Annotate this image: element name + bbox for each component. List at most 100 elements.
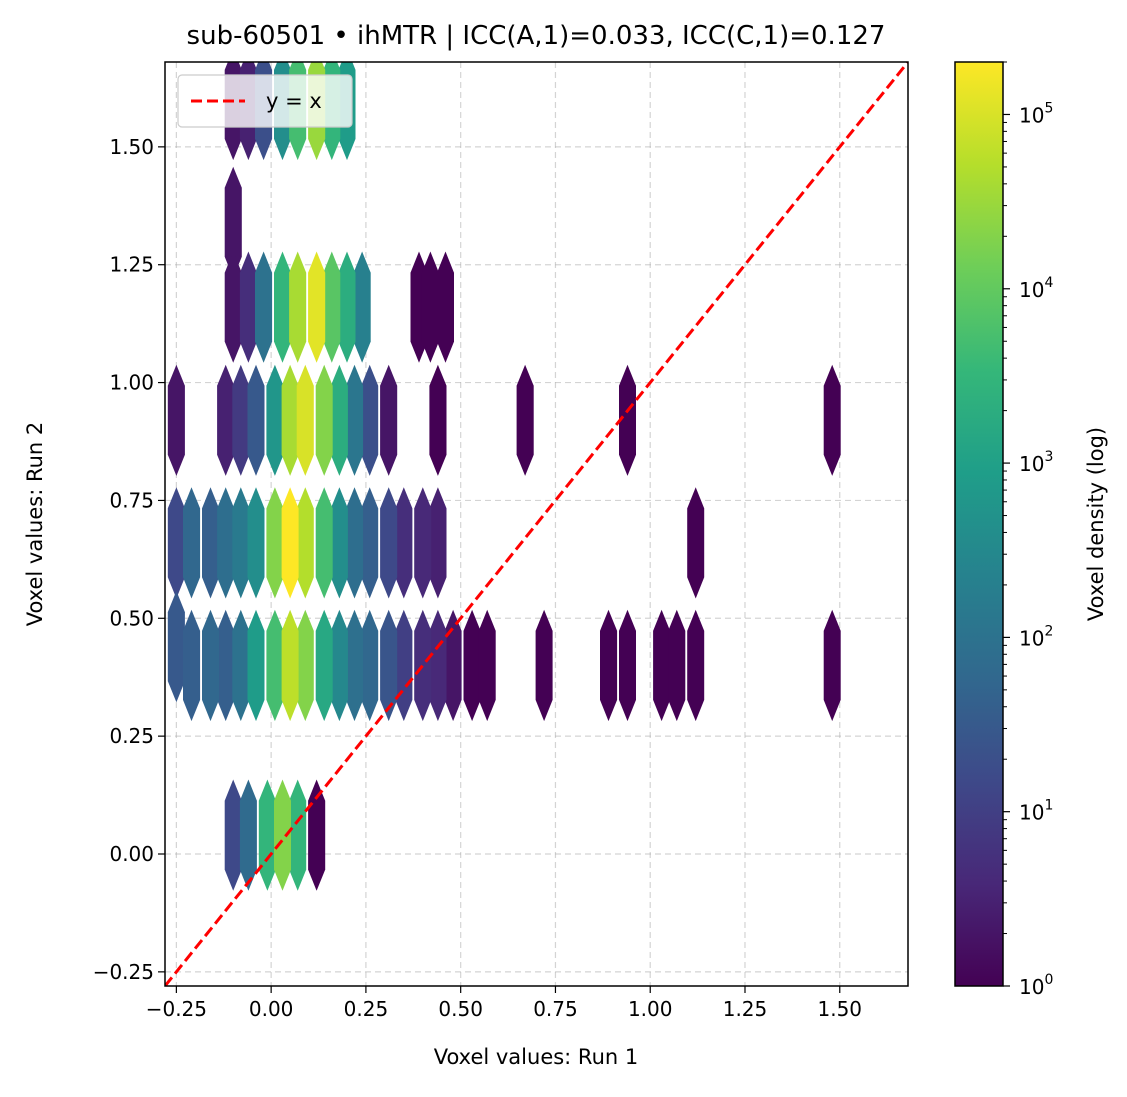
- legend-box: [177, 74, 353, 128]
- hexbin-cell: [429, 609, 447, 722]
- hexbin-cell: [266, 364, 284, 476]
- hexbin-cell: [437, 251, 454, 363]
- hexbin-cell: [217, 487, 235, 599]
- x-tick-label: 0.75: [533, 997, 578, 1021]
- hexbin-cell: [266, 609, 284, 722]
- hexbin-cell: [167, 364, 185, 476]
- x-axis-ticks: −0.25 0.00 0.25 0.50 0.75 1.00 1.25 1.50: [146, 986, 862, 1021]
- colorbar-tick-label: 100: [1019, 972, 1053, 999]
- hexbin-cell: [308, 779, 326, 891]
- hexbin-cell: [315, 487, 333, 599]
- colorbar-tick-label: 102: [1019, 623, 1053, 650]
- y-axis-ticks: −0.25 0.00 0.25 0.50 0.75 1.00 1.25 1.50: [93, 135, 165, 984]
- colorbar-tick-label: 105: [1019, 100, 1053, 127]
- hexbin-cell: [224, 166, 242, 278]
- hexbin-cell: [167, 590, 185, 703]
- x-tick-label: 0.00: [249, 997, 294, 1021]
- y-tick-label: 0.00: [109, 842, 154, 866]
- hexbin-cell: [202, 487, 219, 599]
- hexbin-cell: [687, 487, 705, 599]
- colorbar-label: Voxel density (log): [1084, 427, 1108, 621]
- hexbin-cell: [478, 609, 496, 722]
- hexbin-cell: [395, 609, 413, 722]
- hexbin-cell: [380, 487, 398, 599]
- hexbin-cell: [346, 609, 364, 722]
- hexbin-cell: [239, 779, 257, 891]
- x-tick-label: 0.25: [344, 997, 389, 1021]
- y-tick-label: 1.00: [109, 371, 154, 395]
- hexbin-cell: [289, 251, 307, 363]
- colorbar: 100 101 102 103 104 105 Voxel density (log): [954, 61, 1108, 999]
- hexbin-cell: [323, 251, 341, 363]
- hexbin-cell: [823, 609, 841, 722]
- hexbin-cell: [167, 487, 185, 599]
- hexbin-cell: [619, 364, 636, 476]
- x-tick-label: 0.50: [438, 997, 483, 1021]
- hexbin-cell: [266, 487, 284, 599]
- colorbar-tick-label: 103: [1019, 449, 1053, 476]
- x-axis-label: Voxel values: Run 1: [434, 1045, 639, 1069]
- hexbin-cell: [346, 487, 364, 599]
- hexbin-cell: [183, 609, 201, 722]
- reference-line-layer: [165, 62, 908, 986]
- hexbin-cell: [346, 364, 364, 476]
- hexbin-cell: [315, 364, 333, 476]
- hexbin-cell: [232, 609, 250, 722]
- hexbin-cell: [202, 609, 219, 722]
- hexbin-cell: [361, 364, 379, 476]
- y-tick-label: 0.25: [109, 724, 154, 748]
- hexbin-cell: [296, 487, 314, 599]
- legend: y = x: [177, 74, 353, 128]
- hexbin-cell: [600, 609, 618, 722]
- hexbin-cell: [330, 487, 348, 599]
- hexbin-cell: [395, 487, 413, 599]
- hexbin-cell: [653, 609, 671, 722]
- hexbin-cell: [247, 364, 265, 476]
- hexbin-cell: [247, 487, 265, 599]
- hexbin-cell: [274, 251, 291, 363]
- hexbin-cell: [232, 364, 250, 476]
- hexbin-cell: [258, 779, 276, 891]
- y-tick-label: −0.25: [93, 960, 154, 984]
- hexbin-cell: [296, 609, 314, 722]
- hexbin-cell: [247, 609, 265, 722]
- hexbin-cell: [239, 251, 257, 363]
- hexbin-cell: [380, 364, 398, 476]
- hexbin-cell: [224, 779, 242, 891]
- hexbin-cell: [361, 609, 379, 722]
- hexbin-cell: [463, 609, 481, 722]
- hexbin-cell: [619, 609, 636, 722]
- hexbin-cell: [281, 364, 299, 476]
- y-tick-label: 0.75: [109, 488, 154, 512]
- hexbin-cell: [224, 251, 242, 363]
- hexbin-cell: [421, 251, 439, 363]
- y-axis-label: Voxel values: Run 2: [23, 422, 47, 627]
- y-tick-label: 1.50: [109, 135, 154, 159]
- hexbin-cell: [217, 609, 235, 722]
- colorbar-gradient: [954, 61, 1004, 987]
- hexbin-cell: [361, 487, 379, 599]
- hexbin-cell: [444, 609, 462, 722]
- hexbin-cell: [429, 487, 447, 599]
- reference-line-y-equals-x: [165, 62, 908, 986]
- hexbin-cell: [668, 609, 686, 722]
- hexbin-cell: [330, 609, 348, 722]
- legend-label: y = x: [266, 89, 322, 113]
- hexbin-cell: [330, 364, 348, 476]
- hexbin-cell: [516, 364, 534, 476]
- hexbin-cell: [232, 487, 250, 599]
- y-tick-label: 1.25: [109, 253, 154, 277]
- colorbar-tick-label: 101: [1019, 798, 1053, 825]
- hexbin-cell: [315, 609, 333, 722]
- hexbin-cell: [289, 779, 307, 891]
- plot-frame: [164, 61, 909, 987]
- x-tick-label: 1.00: [628, 997, 673, 1021]
- hexbin-cell: [183, 487, 201, 599]
- colorbar-ticks: 100 101 102 103 104 105: [1003, 61, 1053, 999]
- y-tick-label: 0.50: [109, 606, 154, 630]
- hexbin-cell: [274, 779, 291, 891]
- chart-title: sub-60501 • ihMTR | ICC(A,1)=0.033, ICC(…: [187, 21, 886, 51]
- hexbin-cell: [308, 251, 326, 363]
- hexbin-cell: [255, 251, 273, 363]
